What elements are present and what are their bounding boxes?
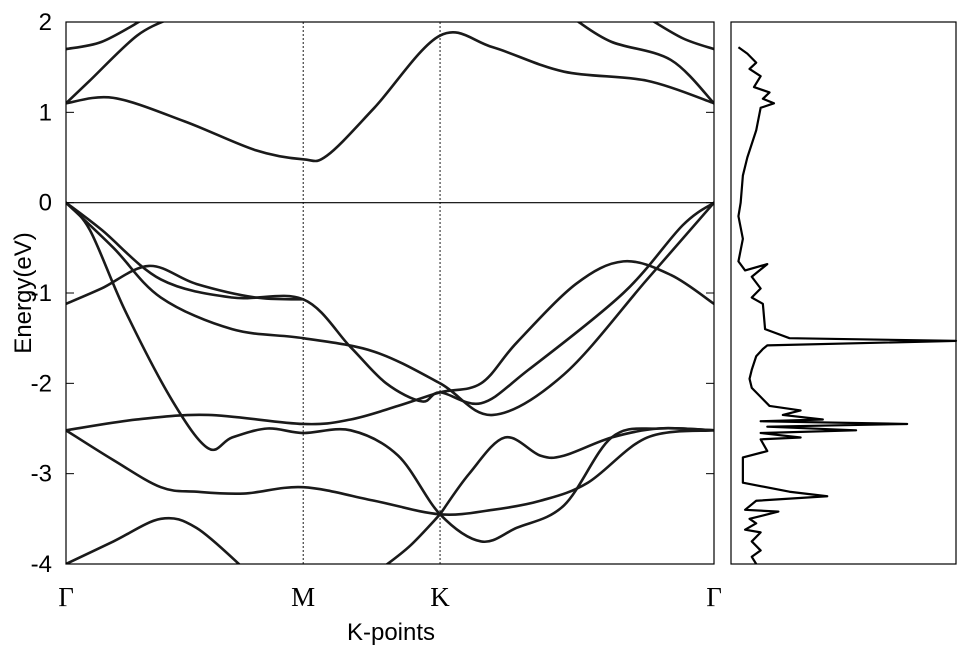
y-tick-label-1: 1	[39, 99, 52, 126]
band-lines	[66, 22, 714, 564]
dos-line-0	[737, 46, 958, 564]
dos-lines	[737, 46, 958, 564]
band-plot-frame	[65, 21, 715, 565]
y-tick-label-5: -3	[31, 461, 52, 488]
y-tick-label-0: 2	[39, 9, 52, 36]
dos-plot-frame	[730, 21, 957, 565]
y-axis-label: Energy(eV)	[10, 232, 37, 353]
y-ticks: 2 1 0 -1 -2 -3 -4	[31, 9, 714, 578]
band-line-2	[66, 22, 142, 51]
band-line-11	[438, 426, 714, 516]
band-line-1	[66, 22, 166, 105]
y-tick-label-2: 0	[39, 190, 52, 217]
k-point-label-2: K	[430, 582, 450, 612]
band-line-9	[66, 201, 714, 544]
y-tick-label-6: -4	[31, 551, 52, 578]
band-line-7	[66, 264, 305, 306]
band-line-10	[66, 429, 714, 516]
band-line-3	[576, 22, 714, 105]
band-line-13	[66, 516, 241, 564]
dos-plot	[730, 21, 958, 565]
y-tick-label-4: -2	[31, 370, 52, 397]
k-point-label-1: M	[291, 582, 315, 612]
band-line-12	[385, 513, 442, 564]
x-axis-label: K-points	[347, 619, 435, 646]
k-point-label-3: Γ	[706, 582, 722, 612]
band-line-0	[66, 30, 714, 163]
k-point-label-0: Γ	[58, 582, 74, 612]
band-line-6	[66, 201, 714, 417]
band-structure-plot: 2 1 0 -1 -2 -3 -4 Γ M K Γ K-points Energy(eV)	[10, 9, 722, 646]
band-line-8	[66, 259, 714, 432]
band-line-5	[66, 201, 714, 406]
y-tick-label-3: -1	[31, 280, 52, 307]
